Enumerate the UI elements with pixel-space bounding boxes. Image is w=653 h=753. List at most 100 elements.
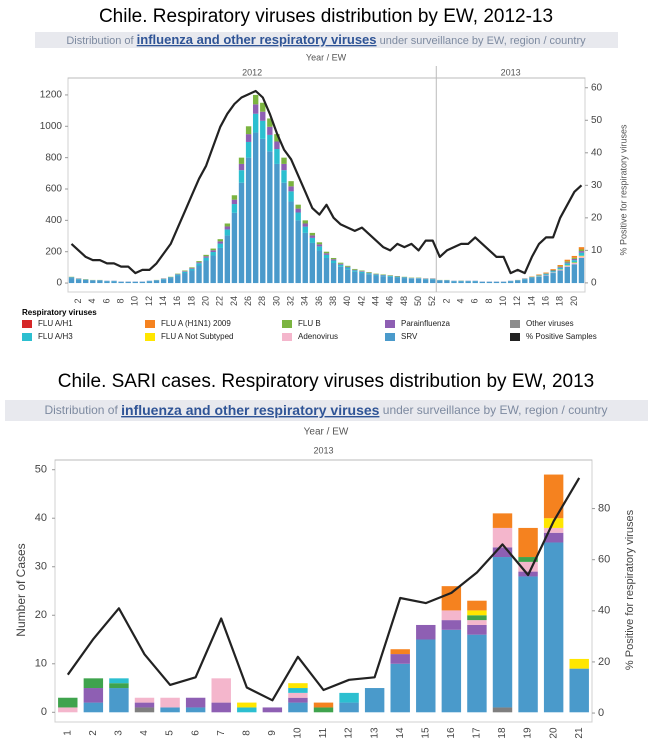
bar-segment — [337, 264, 344, 267]
bar-segment — [260, 138, 266, 284]
bar-segment — [492, 557, 513, 708]
bar-segment — [274, 134, 280, 142]
y-axis-title: Number of Cases — [14, 543, 28, 636]
y2-axis-title: % Positive for respiratory viruses — [624, 509, 636, 670]
bar-segment — [564, 259, 570, 262]
bar-segment — [337, 263, 344, 265]
subtitle-part: Distribution of — [66, 35, 136, 47]
bar-segment — [90, 280, 96, 284]
subtitle-part: under surveillance by EW, region / count… — [379, 403, 607, 417]
bar-segment — [557, 269, 563, 271]
bar-segment — [316, 250, 323, 284]
bar-segment — [465, 281, 471, 284]
bar-segment — [316, 244, 323, 247]
y2-tick-label: 0 — [598, 707, 604, 719]
bar-segment — [543, 274, 549, 276]
bar-segment — [203, 257, 209, 261]
bar-segment — [387, 276, 393, 277]
x-tick-label: 8 — [484, 298, 494, 303]
bar-segment — [210, 255, 216, 284]
x-tick-label: 10 — [293, 727, 304, 739]
bar-segment — [309, 237, 316, 243]
x-tick-label: 32 — [285, 296, 295, 306]
bar-segment — [245, 157, 252, 284]
bar-segment — [323, 251, 330, 254]
bar-segment — [339, 692, 359, 703]
bar-segment — [467, 624, 487, 635]
bar-segment — [217, 247, 223, 284]
subtitle-link[interactable]: influenza and other respiratory viruses — [121, 402, 380, 418]
x-tick-label: 10 — [498, 296, 508, 306]
bar-segment — [185, 707, 206, 713]
bar-segment — [323, 257, 330, 284]
y-tick-label: 1200 — [40, 90, 63, 101]
bar-segment — [288, 181, 294, 187]
bar-segment — [288, 186, 294, 192]
bar-segment — [550, 270, 556, 272]
legend-title: Respiratory viruses — [22, 308, 97, 317]
bar-segment — [281, 163, 287, 171]
bar-segment — [281, 157, 287, 164]
y-tick-label: 50 — [35, 464, 47, 476]
bar-segment — [274, 149, 280, 164]
bar-segment — [493, 281, 500, 284]
bar-segment — [345, 267, 351, 270]
x-tick-label: 36 — [314, 296, 324, 306]
bar-segment — [518, 527, 538, 558]
bar-segment — [75, 279, 82, 284]
bar-segment — [518, 557, 538, 562]
bar-segment — [408, 278, 415, 284]
bar-segment — [373, 275, 379, 284]
bar-segment — [366, 274, 372, 284]
bar-segment — [217, 239, 223, 242]
x-tick-label: 10 — [130, 296, 140, 306]
bar-segment — [175, 275, 181, 284]
bar-segment — [217, 241, 223, 244]
bar-segment — [189, 268, 195, 271]
legend-swatch — [282, 333, 292, 341]
bar-segment — [467, 615, 487, 621]
bar-segment — [578, 252, 585, 256]
x-tick-label: 13 — [369, 727, 380, 739]
bar-segment — [224, 223, 231, 227]
bar-segment — [252, 113, 259, 133]
bar-segment — [182, 273, 188, 284]
bar-segment — [58, 697, 78, 708]
x-tick-label: 12 — [144, 296, 154, 306]
bar-segment — [146, 281, 153, 284]
bar-segment — [492, 527, 513, 548]
bar-segment — [467, 634, 487, 713]
bar-segment — [337, 262, 344, 264]
legend-label: Parainfluenza — [401, 319, 450, 328]
panel-label: 2012 — [242, 67, 262, 77]
bar-segment — [281, 170, 287, 183]
bar-segment — [288, 692, 308, 698]
subtitle-link[interactable]: influenza and other respiratory viruses — [137, 32, 377, 47]
bar-segment — [441, 610, 462, 621]
y-tick-label: 1000 — [40, 121, 63, 132]
bar-segment — [373, 274, 379, 276]
bar-segment — [309, 235, 316, 238]
bar-segment — [111, 281, 117, 284]
bar-segment — [83, 279, 89, 284]
bar-segment — [352, 269, 358, 271]
bar-segment — [571, 255, 578, 258]
bar-segment — [316, 246, 323, 251]
bar-segment — [224, 235, 231, 284]
bar-segment — [366, 272, 372, 273]
y-tick-label: 20 — [35, 609, 47, 621]
bar-segment — [252, 94, 259, 105]
bar-segment — [390, 663, 410, 713]
x-tick-label: 18 — [497, 727, 508, 739]
chart-title: Chile. Respiratory viruses distribution … — [99, 6, 553, 27]
y-tick-label: 0 — [41, 706, 47, 718]
y2-tick-label: 20 — [598, 656, 610, 668]
x-tick-label: 4 — [455, 298, 465, 303]
bar-segment — [352, 270, 358, 272]
bar-segment — [252, 104, 259, 114]
x-tick-label: 7 — [216, 730, 227, 736]
bar-segment — [231, 212, 238, 284]
bar-segment — [302, 223, 308, 227]
x-tick-label: 1 — [62, 730, 73, 736]
bar-segment — [83, 702, 104, 713]
